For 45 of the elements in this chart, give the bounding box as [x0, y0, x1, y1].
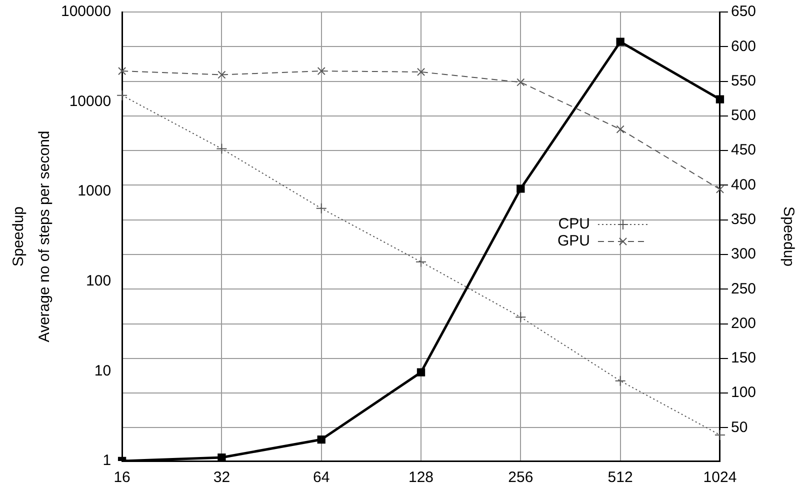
y2-tick-label: 200	[730, 314, 756, 332]
y2-tick-label: 300	[730, 246, 756, 263]
legend-label: GPU	[557, 232, 590, 250]
x-tick-label: 256	[508, 469, 534, 486]
x-tick-label: 1024	[703, 469, 737, 486]
point	[316, 202, 327, 214]
point	[716, 185, 724, 194]
legend-label: CPU	[558, 216, 590, 233]
y2-tick-label: 250	[730, 280, 756, 298]
y2-tick-label: 650	[730, 3, 756, 20]
point	[515, 312, 526, 323]
y2-tick-label: 400	[730, 176, 756, 194]
y-tick-label: 1000	[78, 182, 112, 200]
point	[118, 67, 126, 76]
y-tick-label: 10	[94, 362, 112, 380]
x-tick-label: 16	[114, 469, 130, 486]
point	[218, 70, 226, 79]
y2-tick-label: 50	[730, 418, 748, 436]
y-tick-label: 100	[86, 272, 112, 290]
y2-tick-label: 500	[730, 107, 756, 124]
x-tick-label: 128	[408, 469, 434, 486]
y-tick-label: 100000	[60, 3, 112, 20]
y2-tick-label: 600	[730, 38, 756, 55]
point	[317, 67, 326, 76]
text: Speedup	[10, 206, 28, 267]
point	[516, 78, 525, 86]
y-axis-title: Average no of steps per second	[36, 130, 54, 342]
point	[416, 256, 427, 268]
x-tick-label: 512	[608, 469, 633, 486]
point	[216, 143, 228, 154]
y2-tick-label: 100	[730, 384, 756, 402]
y2-tick-label: 550	[730, 72, 756, 90]
point	[116, 90, 128, 101]
point	[616, 125, 624, 134]
y2-tick-label: 350	[730, 211, 756, 228]
x-tick-label: 64	[313, 469, 330, 486]
point	[416, 68, 426, 76]
y-tick-label: 10000	[69, 92, 112, 110]
y-tick-label: 1	[102, 452, 112, 470]
y2-axis-title: Speedup	[780, 206, 797, 267]
x-tick-label: 32	[213, 469, 230, 486]
y2-tick-label: 150	[730, 350, 756, 367]
y2-tick-label: 450	[730, 142, 756, 159]
point	[614, 375, 626, 386]
point	[714, 429, 726, 440]
